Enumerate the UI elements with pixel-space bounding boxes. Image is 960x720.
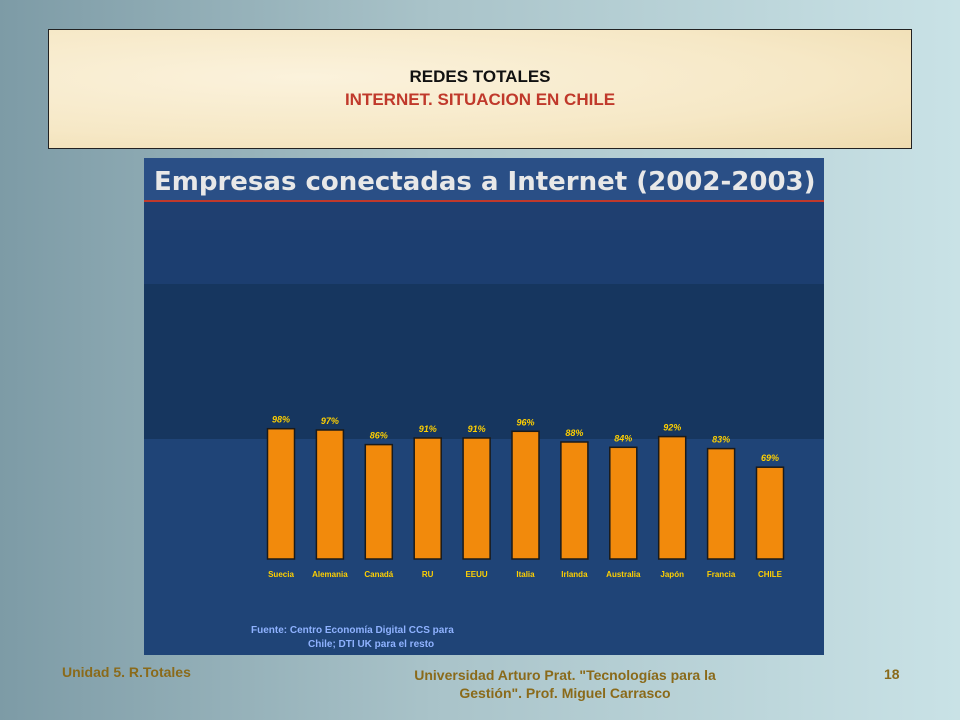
- bar-8: [657, 435, 687, 560]
- category-label-9: Francia: [707, 570, 736, 579]
- chart-source-line-2: Chile; DTI UK para el resto: [308, 639, 434, 650]
- category-label-3: RU: [422, 570, 434, 579]
- bar-4: [462, 437, 491, 560]
- footer-institution-line-1: Universidad Arturo Prat. "Tecnologías pa…: [414, 667, 716, 683]
- bar-chart: Empresas conectadas a Internet (2002-200…: [144, 158, 824, 655]
- bars-group: 98% Suecia 97% Alemania 86% Canadá 91% RU 91% EEU…: [266, 415, 785, 579]
- footer-institution-line-2: Gestión". Prof. Miguel Carrasco: [459, 685, 671, 701]
- bar-0: [266, 427, 296, 560]
- bar-2: [364, 443, 394, 560]
- bar-3: [413, 437, 442, 560]
- bar-7: [609, 446, 638, 560]
- category-label-0: Suecia: [268, 570, 294, 579]
- bar-value-label-7: 84%: [614, 433, 632, 443]
- slide-title: REDES TOTALES: [409, 67, 551, 86]
- bar-value-label-1: 97%: [321, 416, 339, 426]
- footer-institution: Universidad Arturo Prat. "Tecnologías pa…: [350, 666, 780, 702]
- category-label-6: Irlanda: [561, 570, 588, 579]
- bar-value-label-6: 88%: [565, 428, 583, 438]
- bar-value-label-0: 98%: [272, 415, 290, 425]
- chart-panel: Empresas conectadas a Internet (2002-200…: [144, 158, 824, 655]
- category-label-1: Alemania: [312, 570, 348, 579]
- chart-band-2: [144, 284, 824, 439]
- category-label-7: Australia: [606, 570, 641, 579]
- bar-6: [560, 441, 589, 560]
- chart-band-1: [144, 230, 824, 284]
- slide-subtitle: INTERNET. SITUACION EN CHILE: [344, 90, 616, 109]
- bar-value-label-9: 83%: [712, 435, 730, 445]
- bar-value-label-10: 69%: [761, 453, 779, 463]
- category-label-2: Canadá: [364, 570, 393, 579]
- slide-title-box: REDES TOTALES INTERNET. SITUACION EN CHI…: [48, 29, 912, 149]
- category-label-5: Italia: [516, 570, 535, 579]
- bar-value-label-2: 86%: [370, 431, 388, 441]
- category-label-4: EEUU: [465, 570, 487, 579]
- chart-title: Empresas conectadas a Internet (2002-200…: [154, 167, 816, 197]
- category-label-8: Japón: [660, 570, 684, 579]
- bar-10: [755, 466, 785, 560]
- chart-source-line-1: Fuente: Centro Economía Digital CCS para: [251, 625, 454, 636]
- bar-5: [511, 430, 540, 560]
- category-label-10: CHILE: [758, 570, 783, 579]
- bar-value-label-8: 92%: [663, 423, 681, 433]
- bar-1: [315, 429, 345, 560]
- bar-value-label-4: 91%: [468, 424, 486, 434]
- bar-9: [706, 447, 736, 560]
- chart-title-band: [144, 158, 824, 202]
- bar-value-label-5: 96%: [516, 417, 534, 427]
- footer-page-number: 18: [884, 666, 900, 682]
- footer-unit-label: Unidad 5. R.Totales: [62, 664, 191, 680]
- bar-value-label-3: 91%: [419, 424, 437, 434]
